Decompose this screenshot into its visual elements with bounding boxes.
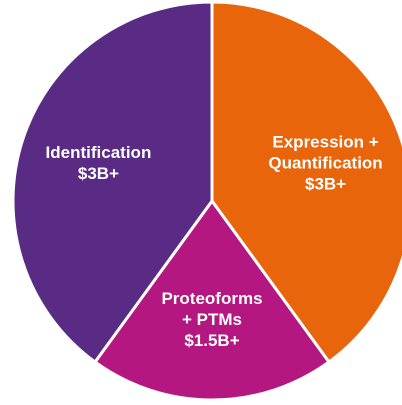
slice-label: Quantification [268, 154, 382, 173]
slice-value-label: $3B+ [78, 164, 119, 183]
slice-value-label: $1.5B+ [184, 331, 239, 350]
slice-label: + PTMs [182, 310, 242, 329]
pie-slice [210, 0, 402, 365]
slice-label: Identification [46, 143, 152, 162]
slice-label: Expression + [272, 133, 378, 152]
pie-slice [92, 198, 332, 402]
pie-slice [11, 0, 214, 365]
slice-value-label: $3B+ [305, 175, 346, 194]
slice-label: Proteoforms [161, 289, 262, 308]
